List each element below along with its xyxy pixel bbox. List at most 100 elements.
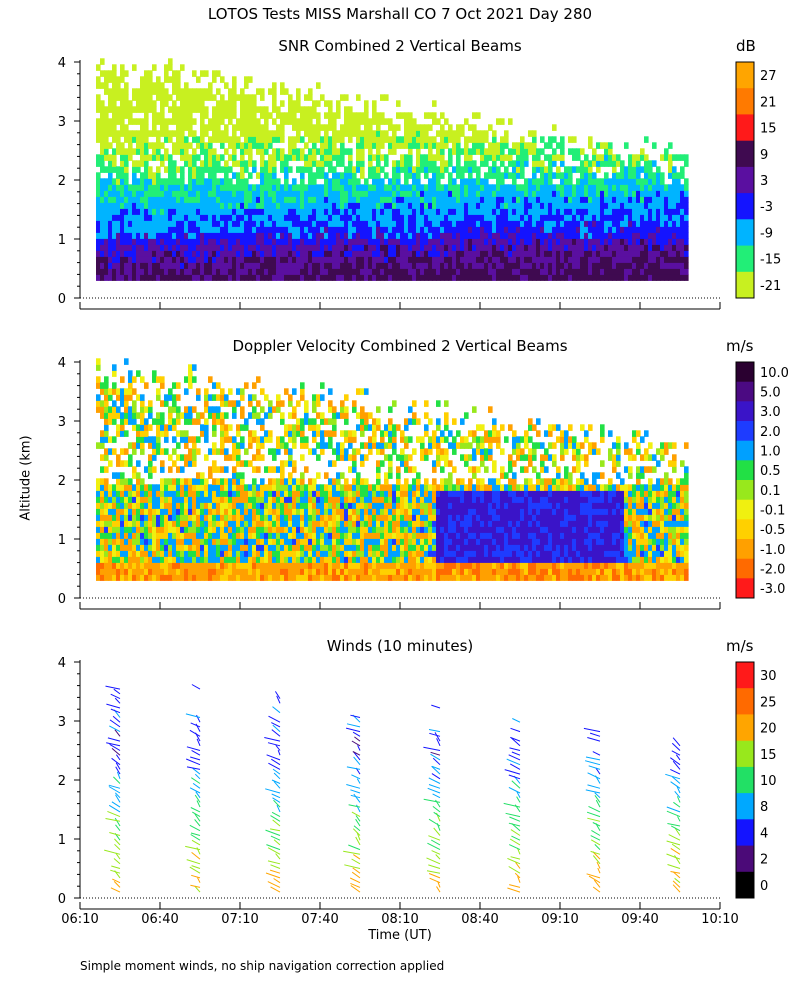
- snr-cell: [300, 262, 305, 269]
- snr-cell: [344, 220, 349, 227]
- snr-cell: [176, 256, 181, 263]
- doppler-cell: [248, 490, 253, 497]
- snr-cell: [576, 214, 581, 221]
- doppler-cell: [148, 550, 153, 557]
- snr-cell: [296, 226, 301, 233]
- snr-cell: [312, 190, 317, 197]
- doppler-cell: [176, 520, 181, 527]
- snr-cell: [140, 238, 145, 245]
- snr-cell: [340, 190, 345, 197]
- doppler-cell: [232, 568, 237, 575]
- snr-cell: [580, 268, 585, 275]
- snr-cell: [292, 142, 297, 149]
- doppler-cell: [236, 550, 241, 557]
- snr-cell: [428, 160, 433, 167]
- doppler-cell: [104, 544, 109, 551]
- snr-cell: [312, 208, 317, 215]
- snr-cell: [240, 274, 245, 281]
- doppler-cell: [208, 466, 213, 473]
- snr-cell: [348, 190, 353, 197]
- doppler-cell: [208, 556, 213, 563]
- snr-cell: [316, 244, 321, 251]
- doppler-cell: [168, 562, 173, 569]
- snr-cell: [424, 232, 429, 239]
- snr-cell: [544, 154, 549, 161]
- doppler-cell: [156, 508, 161, 515]
- snr-cell: [196, 190, 201, 197]
- snr-cell: [636, 244, 641, 251]
- snr-cell: [284, 166, 289, 173]
- snr-cell: [456, 166, 461, 173]
- doppler-cell: [280, 508, 285, 515]
- snr-cell: [192, 256, 197, 263]
- snr-cell: [644, 256, 649, 263]
- snr-cell: [552, 262, 557, 269]
- snr-cell: [316, 268, 321, 275]
- snr-cell: [100, 208, 105, 215]
- snr-cell: [292, 238, 297, 245]
- snr-cell: [108, 88, 113, 95]
- doppler-cell: [228, 520, 233, 527]
- snr-cell: [208, 208, 213, 215]
- snr-cell: [492, 184, 497, 191]
- doppler-cell: [256, 532, 261, 539]
- doppler-cell: [152, 502, 157, 509]
- snr-cell: [316, 130, 321, 137]
- doppler-cell: [212, 478, 217, 485]
- snr-cell: [532, 262, 537, 269]
- doppler-cell: [128, 514, 133, 521]
- snr-cell: [416, 226, 421, 233]
- snr-cell: [272, 232, 277, 239]
- snr-cell: [564, 166, 569, 173]
- snr-cell: [540, 256, 545, 263]
- snr-cell: [216, 160, 221, 167]
- snr-cell: [624, 256, 629, 263]
- snr-cell: [180, 166, 185, 173]
- snr-cell: [648, 160, 653, 167]
- snr-cell: [472, 244, 477, 251]
- snr-cell: [140, 82, 145, 89]
- snr-cell: [256, 244, 261, 251]
- snr-cell: [364, 226, 369, 233]
- doppler-cell: [176, 454, 181, 461]
- snr-cell: [388, 256, 393, 263]
- snr-cell: [148, 202, 153, 209]
- doppler-cell: [168, 514, 173, 521]
- snr-cell: [192, 226, 197, 233]
- doppler-cell: [196, 412, 201, 419]
- snr-cell: [156, 244, 161, 251]
- snr-cell: [288, 208, 293, 215]
- snr-cell: [120, 154, 125, 161]
- snr-cell: [112, 250, 117, 257]
- snr-cell: [316, 214, 321, 221]
- snr-cell: [284, 202, 289, 209]
- snr-cell: [296, 130, 301, 137]
- snr-cell: [104, 262, 109, 269]
- snr-cell: [352, 220, 357, 227]
- snr-cell: [212, 118, 217, 125]
- snr-cell: [380, 202, 385, 209]
- snr-cell: [464, 178, 469, 185]
- snr-cell: [408, 124, 413, 131]
- doppler-cell: [124, 400, 129, 407]
- snr-cell: [372, 136, 377, 143]
- snr-cell: [120, 166, 125, 173]
- snr-cell: [260, 202, 265, 209]
- snr-cell: [568, 148, 573, 155]
- doppler-cell: [220, 424, 225, 431]
- doppler-cell: [136, 478, 141, 485]
- snr-cell: [196, 208, 201, 215]
- snr-cell: [168, 274, 173, 281]
- snr-cell: [672, 172, 677, 179]
- doppler-cell: [120, 496, 125, 503]
- snr-cell: [296, 208, 301, 215]
- doppler-cell: [260, 442, 265, 449]
- snr-cell: [612, 238, 617, 245]
- doppler-cell: [180, 556, 185, 563]
- snr-cell: [140, 214, 145, 221]
- snr-cell: [680, 238, 685, 245]
- snr-cell: [448, 244, 453, 251]
- snr-cell: [324, 112, 329, 119]
- doppler-cell: [256, 526, 261, 533]
- snr-cell: [428, 274, 433, 281]
